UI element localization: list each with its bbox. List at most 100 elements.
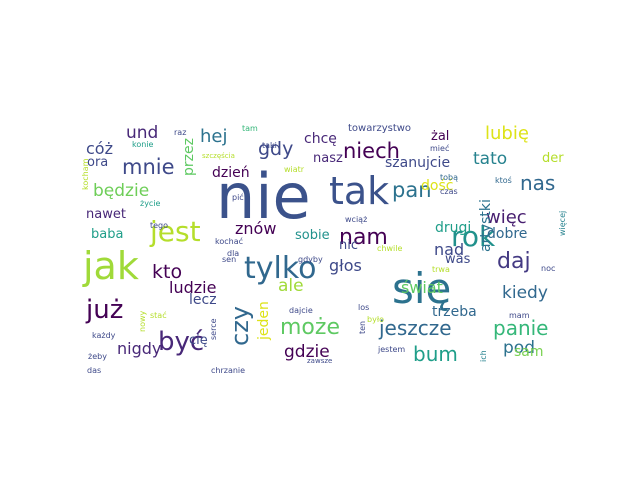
cloud-word: każdy [92,331,116,340]
cloud-word: nad [434,240,464,259]
cloud-word: zawsze [307,357,332,365]
cloud-word: żal [431,129,449,144]
cloud-word: świat [401,278,443,297]
cloud-word: das [87,366,101,375]
cloud-word: kocham [81,158,90,190]
cloud-word: pić [232,192,244,202]
cloud-word: chrzanie [211,366,245,375]
cloud-word: ten [358,321,367,334]
cloud-word: ich [479,350,488,362]
cloud-word: ale [278,276,304,296]
cloud-word: jeden [256,301,272,341]
cloud-word: bum [413,342,458,366]
cloud-word: pan [392,178,432,202]
cloud-word: przez [181,138,197,176]
cloud-word: daj [497,249,531,274]
cloud-word: trzeba [432,304,477,320]
cloud-word: cię [189,333,208,348]
cloud-word: wiatr [284,165,305,174]
cloud-word: nigdy [117,339,161,358]
cloud-word: drugi [435,220,471,236]
cloud-word: życie [140,199,161,208]
cloud-word: kto [152,261,182,283]
cloud-word: trwa [432,265,450,274]
cloud-word: głos [329,256,362,275]
cloud-word: mnie [122,155,175,179]
cloud-word: nowy [138,310,147,332]
cloud-word: dość [421,178,453,194]
cloud-word: was [445,252,471,267]
cloud-word: chwile [377,244,402,253]
cloud-word: znów [235,219,276,238]
cloud-word: dzień [212,165,250,181]
cloud-word: nam [339,225,388,250]
cloud-word: gdzie [284,342,330,362]
cloud-word: lecz [189,292,217,308]
cloud-word: jak [82,244,139,288]
cloud-word: noc [541,264,555,273]
cloud-word: rok [451,220,496,253]
cloud-word: gdy [258,138,293,160]
cloud-word: nas [520,171,555,195]
cloud-word: może [280,315,340,340]
cloud-word: towarzystwo [348,123,411,134]
cloud-word: być [158,327,204,357]
cloud-word: stać [150,310,167,320]
cloud-word: ora [87,155,108,170]
cloud-word: szczęścia [202,152,235,160]
cloud-word: raz [174,128,186,137]
cloud-word: sen [222,255,236,264]
cloud-word: panie [493,316,549,340]
cloud-word: nasz [313,151,343,166]
cloud-word: chcę [304,131,337,147]
cloud-word: sam [514,344,544,360]
cloud-word: cóż [86,139,113,158]
cloud-word: żeby [88,352,107,361]
word-cloud-words: nie się tak jak rok tylko nam jest już być może czy… [81,123,567,375]
cloud-word: sobie [295,228,330,243]
cloud-word: tylko [244,251,317,286]
cloud-word: ktoś [495,175,512,185]
cloud-word: więcej [558,211,567,236]
cloud-word: czas [440,187,458,196]
cloud-word: ludzie [169,278,216,297]
cloud-word: wciąż [345,215,367,224]
cloud-word: tam [242,124,258,133]
cloud-word: artystki [478,199,494,252]
cloud-word: dobre [487,226,527,242]
cloud-word: lubię [485,123,529,144]
cloud-word: nic [339,238,358,253]
cloud-word: taki [262,141,277,150]
cloud-word: tato [473,149,507,169]
cloud-word: dajcie [289,306,313,315]
cloud-word: mam [509,311,530,320]
cloud-word: nawet [86,207,126,222]
cloud-word: więc [486,207,527,228]
cloud-word: kiedy [502,283,548,303]
cloud-word: kochać [215,236,243,246]
cloud-word: czy [226,306,254,346]
cloud-word: jest [149,215,201,248]
cloud-word: gdyby [298,255,323,264]
cloud-word: jestem [377,345,405,354]
cloud-word: było [367,315,384,324]
cloud-word: los [358,303,369,312]
cloud-word: serce [209,318,218,340]
cloud-word: już [85,295,123,325]
cloud-word: pod [503,338,535,358]
cloud-word: będzie [93,181,149,201]
cloud-word: hej [200,126,227,147]
cloud-word: szanujcie [385,155,450,171]
cloud-word: jeszcze [378,316,452,340]
cloud-word: niech [343,139,400,163]
cloud-word: tobą [440,173,458,182]
cloud-word: baba [91,227,123,242]
cloud-word: nie [216,160,311,233]
cloud-word: się [392,264,451,313]
cloud-word: der [542,151,564,166]
cloud-word: dla [227,249,239,258]
cloud-word: mieć [430,143,449,153]
cloud-word: und [126,123,158,143]
